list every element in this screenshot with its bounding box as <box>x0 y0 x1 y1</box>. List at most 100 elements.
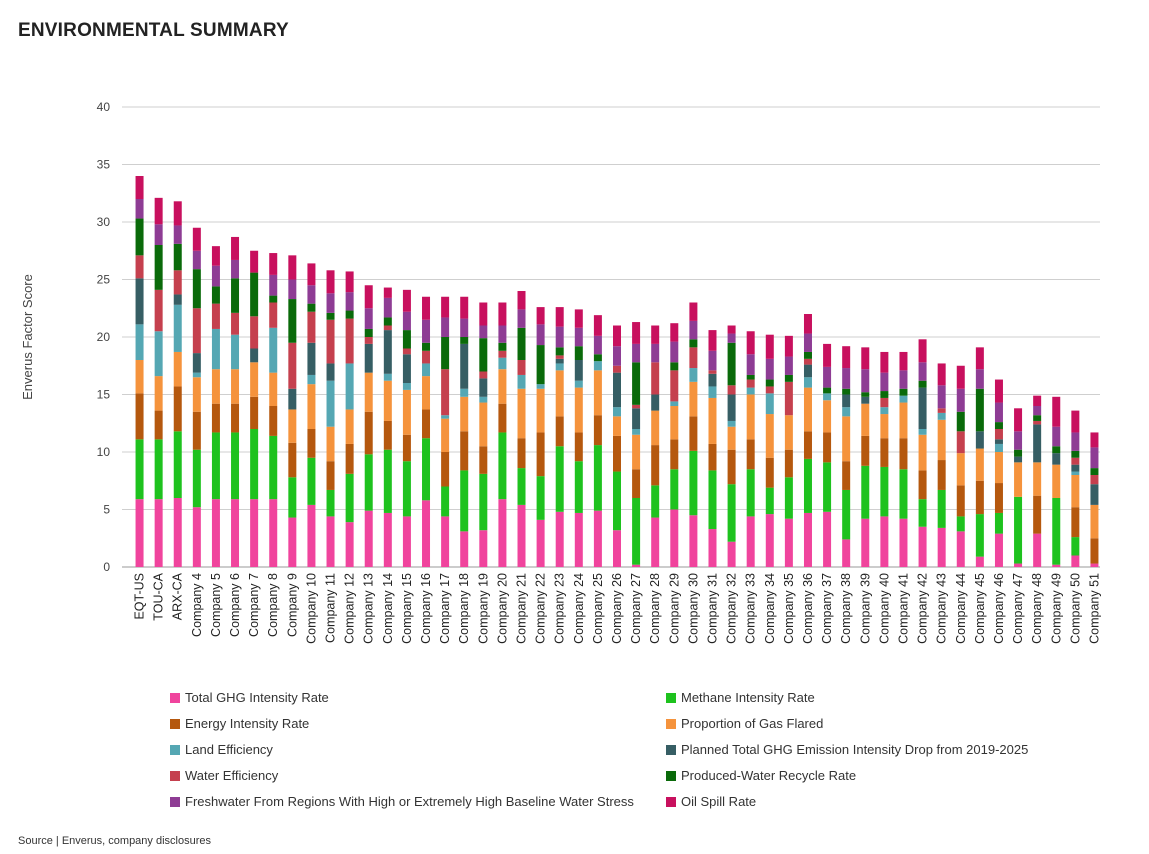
bar-segment <box>441 452 450 487</box>
bar-segment <box>918 429 927 435</box>
y-tick-label: 20 <box>97 330 111 344</box>
bar-segment <box>1033 495 1042 534</box>
bar-segment <box>1033 420 1042 425</box>
y-tick-label: 35 <box>97 158 111 172</box>
bar-segment <box>173 225 182 244</box>
bar-segment <box>708 529 717 567</box>
bar-segment <box>231 312 240 335</box>
bar-segment <box>574 387 583 433</box>
bar-segment <box>135 218 144 256</box>
bar-segment <box>479 530 488 567</box>
bar-segment <box>918 526 927 567</box>
x-tick-label: Company 14 <box>381 573 395 644</box>
bar-segment <box>402 311 411 331</box>
bar-segment <box>402 348 411 355</box>
x-tick-label: Company 12 <box>343 573 357 644</box>
bar-segment <box>517 468 526 505</box>
bar-segment <box>784 335 793 357</box>
bar-segment <box>402 516 411 567</box>
bar-segment <box>574 346 583 360</box>
bar-segment <box>784 374 793 382</box>
x-tick-label: ARX-CA <box>171 572 185 620</box>
bar-segment <box>994 452 1003 484</box>
bar-segment <box>192 507 201 567</box>
bar-segment <box>689 302 698 321</box>
bar-segment <box>479 446 488 474</box>
legend-swatch <box>170 744 180 755</box>
bar-segment <box>593 510 602 567</box>
bar-segment <box>269 406 278 436</box>
bar-segment <box>727 426 736 450</box>
bar-segment <box>574 309 583 328</box>
bar-segment <box>1052 426 1061 447</box>
bar-segment <box>651 410 660 446</box>
bar-segment <box>288 342 297 389</box>
bar-segment <box>994 422 1003 429</box>
bar-segment <box>364 372 373 412</box>
y-tick-label: 15 <box>97 388 111 402</box>
bar-segment <box>1090 538 1099 564</box>
bar-segment <box>269 295 278 303</box>
bar-segment <box>231 278 240 313</box>
bar-segment <box>402 289 411 312</box>
bar-segment <box>498 350 507 358</box>
page-title: ENVIRONMENTAL SUMMARY <box>18 20 289 41</box>
bar-segment <box>422 438 431 501</box>
bar-segment <box>192 353 201 373</box>
bar-segment <box>1071 475 1080 508</box>
bar-segment <box>899 438 908 470</box>
legend-label: Proportion of Gas Flared <box>681 716 824 731</box>
bar-segment <box>765 379 774 387</box>
legend-swatch <box>170 796 180 807</box>
bar-segment <box>402 354 411 383</box>
bar-segment <box>689 450 698 516</box>
bar-segment <box>918 362 927 381</box>
bar-segment <box>956 431 965 454</box>
bar-segment <box>727 325 736 334</box>
bar-segment <box>326 312 335 320</box>
bar-segment <box>880 438 889 467</box>
bar-segment <box>727 449 736 485</box>
bar-segment <box>536 345 545 385</box>
bar-segment <box>746 394 755 440</box>
bar-segment <box>154 331 163 377</box>
bar-segment <box>479 302 488 326</box>
bar-segment <box>326 270 335 294</box>
y-axis-title: Enverus Factor Score <box>20 274 35 400</box>
bar-segment <box>994 402 1003 423</box>
bar-segment <box>574 432 583 462</box>
source-note: Source | Enverus, company disclosures <box>18 835 211 847</box>
bar-segment <box>441 296 450 318</box>
bar-segment <box>880 372 889 392</box>
bar-segment <box>555 446 564 512</box>
bar-segment <box>823 343 832 367</box>
x-tick-label: Company 24 <box>572 573 586 644</box>
bar-segment <box>784 381 793 416</box>
bar-segment <box>173 431 182 498</box>
bar-segment <box>1033 462 1042 496</box>
bar-segment <box>823 432 832 463</box>
bar-segment <box>861 369 870 393</box>
bar-segment <box>632 343 641 363</box>
bar-segment <box>326 319 335 364</box>
bar-segment <box>632 434 641 470</box>
bar-segment <box>536 388 545 433</box>
bar-segment <box>765 334 774 359</box>
bar-segment <box>975 347 984 370</box>
bar-segment <box>441 337 450 370</box>
bar-segment <box>842 461 851 490</box>
bar-segment <box>842 346 851 369</box>
x-tick-label: Company 47 <box>1011 573 1025 644</box>
bar-segment <box>231 259 240 279</box>
legend-label: Total GHG Intensity Rate <box>185 690 329 705</box>
x-tick-label: Company 11 <box>324 573 338 643</box>
bar-segment <box>937 385 946 409</box>
bar-segment <box>345 318 354 364</box>
bar-segment <box>479 402 488 447</box>
bar-segment <box>1014 462 1023 497</box>
bar-segment <box>803 351 812 359</box>
bar-segment <box>555 355 564 359</box>
bar-segment <box>555 363 564 371</box>
bar-segment <box>364 328 373 337</box>
bar-segment <box>632 498 641 565</box>
